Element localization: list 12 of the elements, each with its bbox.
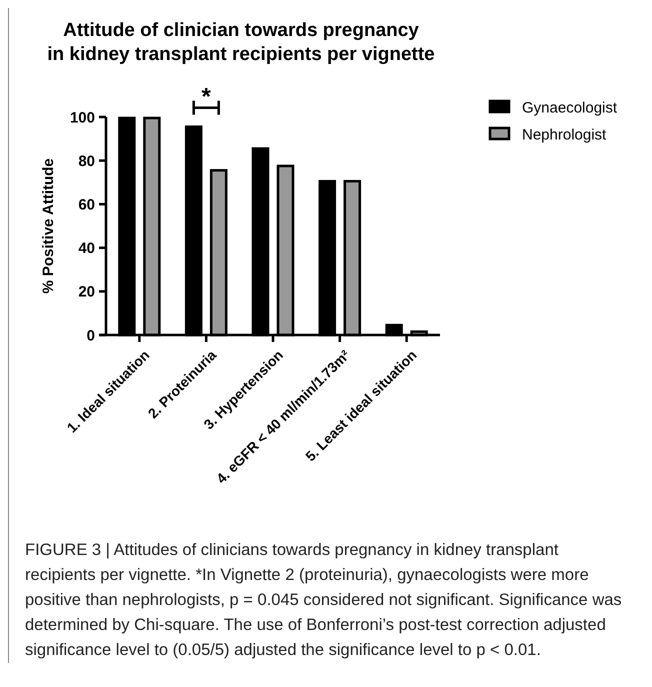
legend-label: Nephrologist bbox=[522, 126, 608, 144]
y-tick-label: 0 bbox=[86, 327, 95, 344]
y-tick-label: 60 bbox=[78, 196, 95, 214]
legend-label: Gynaecologist bbox=[522, 99, 618, 116]
caption: FIGURE 3 | Attitudes of clinicians towards pregnancy in kidney transplant recipients per vignette. *In Vignette 2 (proteinuria), gynaecologists were more positive than nephrologists, p = 0.045 considered not significant. Significance was determined by Chi-square. The use of Bonferroni’s post-test correction adjusted significance level to (0.05/5) adjusted the significance level to p < 0.01. bbox=[25, 540, 623, 661]
y-tick-label: 40 bbox=[78, 240, 95, 258]
y-tick-label: 100 bbox=[70, 109, 95, 126]
chart-title: Attitude of clinician towards pregnancy in kidney transplant recipients per vignette bbox=[47, 20, 435, 65]
y-tick-label: 80 bbox=[78, 152, 95, 170]
text: * bbox=[202, 84, 212, 111]
y-axis-title: % Positive Attitude bbox=[40, 158, 57, 294]
y-tick-label: 20 bbox=[78, 284, 95, 301]
